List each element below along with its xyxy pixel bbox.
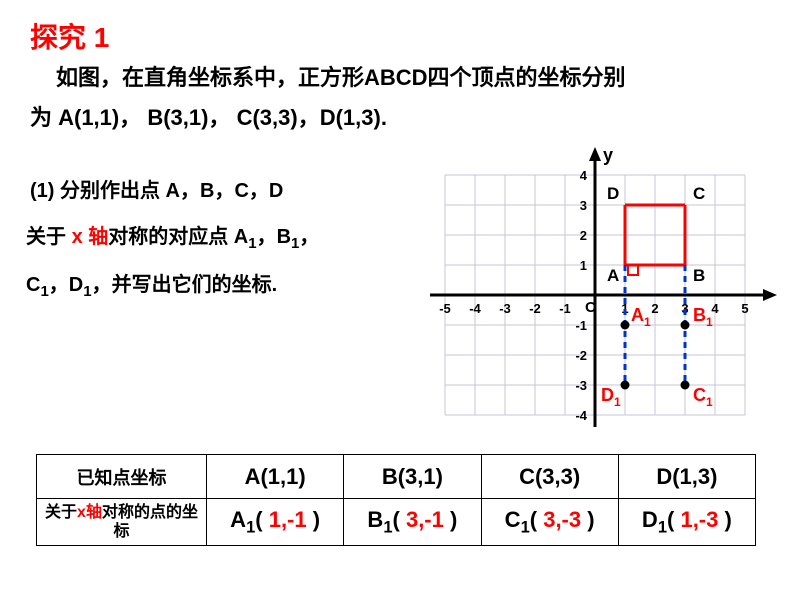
q-sub-c: 1 (40, 283, 48, 300)
answer-table: 已知点坐标 A(1,1) B(3,1) C(3,3) D(1,3) 关于x轴对称… (36, 454, 756, 546)
svg-text:3: 3 (580, 198, 587, 213)
pc-a1: ) (307, 507, 320, 532)
svg-text:-4: -4 (469, 301, 481, 316)
q-part3b: ，D (49, 274, 83, 296)
row1-header: 已知点坐标 (37, 455, 207, 499)
svg-text:-3: -3 (499, 301, 511, 316)
svg-text:-2: -2 (575, 348, 587, 363)
svg-text:-1: -1 (575, 318, 587, 333)
question-text: (1) 分别作出点 A，B，C，D 关于 x 轴对称的对应点 A1，B1， C1… (30, 168, 380, 309)
sub-c1: 1 (521, 518, 530, 536)
svg-text:4: 4 (580, 168, 588, 183)
svg-text:D1: D1 (601, 385, 621, 409)
cell-b: B(3,1) (344, 455, 481, 499)
svg-text:D: D (607, 184, 619, 203)
lbl-c1: C (505, 507, 521, 532)
pc-c1: ) (581, 507, 594, 532)
svg-text:-4: -4 (575, 408, 587, 423)
svg-text:2: 2 (580, 228, 587, 243)
cell-d1: D1( 1,-3 ) (618, 499, 755, 546)
lbl-b1: B (367, 507, 383, 532)
intro-line1: 如图，在直角坐标系中，正方形ABCD四个顶点的坐标分别 (56, 65, 626, 90)
pc-d1: ) (718, 507, 731, 532)
val-c1: 3,-3 (543, 507, 581, 532)
svg-text:-5: -5 (439, 301, 451, 316)
q-comma1: ，B (257, 226, 291, 248)
r2h-b: 对称的点的坐标 (102, 504, 198, 540)
svg-text:B: B (693, 266, 705, 285)
cell-b1: B1( 3,-1 ) (344, 499, 481, 546)
q-part3: C (26, 274, 40, 296)
sub-b1: 1 (383, 518, 392, 536)
svg-text:2: 2 (651, 301, 658, 316)
intro-line2: 为 A(1,1)， B(3,1)， C(3,3)，D(1,3). (30, 105, 387, 130)
q-part3c: ，并写出它们的坐标. (92, 274, 278, 296)
val-d1: 1,-3 (680, 507, 718, 532)
po-d1: ( (667, 507, 680, 532)
cell-a: A(1,1) (207, 455, 344, 499)
page-title: 探究 1 (30, 16, 109, 56)
sub-d1: 1 (658, 518, 667, 536)
cell-c: C(3,3) (481, 455, 618, 499)
cell-c1: C1( 3,-3 ) (481, 499, 618, 546)
cell-a1: A1( 1,-1 ) (207, 499, 344, 546)
q-part2b: 对称的对应点 A (108, 226, 248, 248)
coordinate-chart: -5-4-3-2-112345-4-3-2-11234OxyABCDA1B1C1… (380, 120, 780, 440)
sub-a1: 1 (246, 518, 255, 536)
svg-text:O: O (585, 299, 597, 316)
lbl-a1: A (230, 507, 246, 532)
q-part2a: 关于 (26, 226, 72, 248)
po-c1: ( (530, 507, 543, 532)
row2-header: 关于x轴对称的点的坐标 (37, 499, 207, 546)
svg-text:1: 1 (580, 258, 587, 273)
q-part1: (1) 分别作出点 A，B，C，D (30, 180, 283, 202)
chart-svg: -5-4-3-2-112345-4-3-2-11234OxyABCDA1B1C1… (380, 120, 780, 440)
pc-b1: ) (444, 507, 457, 532)
po-a1: ( (255, 507, 268, 532)
svg-text:y: y (603, 145, 613, 165)
svg-text:-3: -3 (575, 378, 587, 393)
svg-text:A: A (607, 266, 619, 285)
svg-text:4: 4 (711, 301, 719, 316)
svg-text:-2: -2 (529, 301, 541, 316)
svg-text:C1: C1 (693, 385, 713, 409)
q-sub-a: 1 (248, 235, 256, 252)
svg-text:-1: -1 (559, 301, 571, 316)
r2h-axis: x轴 (77, 504, 102, 521)
val-a1: 1,-1 (269, 507, 307, 532)
r2h-a: 关于 (45, 504, 77, 521)
q-axis: x 轴 (72, 226, 109, 248)
q-comma2: ， (299, 226, 319, 248)
svg-text:5: 5 (741, 301, 748, 316)
po-b1: ( (393, 507, 406, 532)
q-sub-d: 1 (83, 283, 91, 300)
cell-d: D(1,3) (618, 455, 755, 499)
svg-text:C: C (693, 184, 705, 203)
val-b1: 3,-1 (406, 507, 444, 532)
lbl-d1: D (642, 507, 658, 532)
